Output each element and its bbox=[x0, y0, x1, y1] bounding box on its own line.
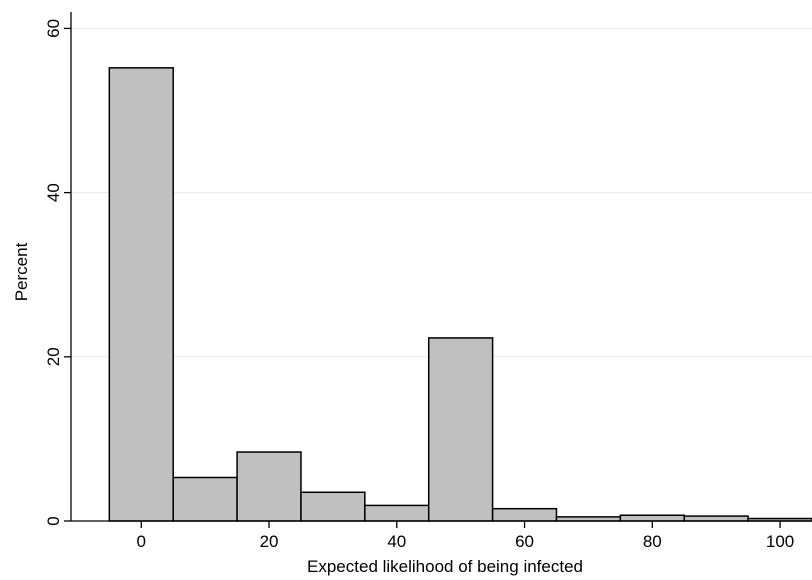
y-axis-title: Percent bbox=[12, 242, 31, 301]
histogram-bar bbox=[619, 514, 685, 522]
histogram-bar bbox=[108, 67, 174, 522]
gridlines bbox=[71, 27, 812, 358]
histogram-bar bbox=[491, 507, 558, 522]
histogram-bar bbox=[300, 491, 366, 522]
x-tick-label: 20 bbox=[260, 532, 279, 551]
x-tick-label: 60 bbox=[515, 532, 534, 551]
bars bbox=[108, 67, 812, 522]
x-axis-title: Expected likelihood of being infected bbox=[307, 557, 583, 576]
x-tick-label: 0 bbox=[137, 532, 146, 551]
histogram-bar bbox=[172, 476, 238, 522]
x-tick-label: 80 bbox=[643, 532, 662, 551]
y-tick-label: 20 bbox=[44, 347, 63, 366]
x-tick-label: 40 bbox=[387, 532, 406, 551]
y-tick-label: 0 bbox=[44, 516, 63, 525]
x-tick-label: 100 bbox=[766, 532, 794, 551]
y-tick-label: 40 bbox=[44, 183, 63, 202]
y-tick-label: 60 bbox=[44, 19, 63, 38]
histogram-bar bbox=[364, 504, 430, 522]
histogram-bar bbox=[427, 337, 494, 522]
histogram-bar bbox=[683, 515, 749, 522]
histogram-bar bbox=[236, 451, 302, 522]
axes: 0 20 40 60 0 20 40 60 80 100 bbox=[44, 12, 812, 551]
